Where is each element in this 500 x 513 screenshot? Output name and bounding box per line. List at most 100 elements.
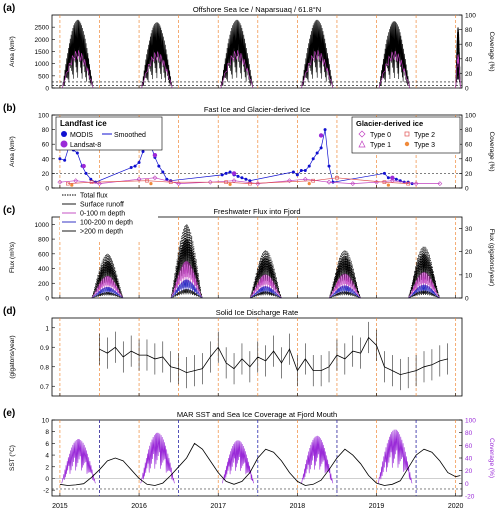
y2-tick-label: 0 — [465, 296, 469, 303]
legend-title: Glacier-derived ice — [356, 119, 423, 128]
y-tick-label: 20 — [42, 171, 50, 178]
modis-point — [157, 164, 161, 168]
modis-point — [382, 171, 386, 175]
y2-tick-label: 60 — [465, 142, 473, 149]
flux-line — [170, 279, 203, 299]
legend-label: Type 3 — [414, 142, 435, 149]
y2-tick-label: 60 — [465, 42, 473, 49]
modis-point — [299, 168, 303, 172]
legend-type3-marker — [404, 141, 410, 147]
type3-point — [149, 182, 153, 186]
y-tick-label: 0.7 — [40, 384, 49, 391]
panel-label: (d) — [3, 306, 16, 317]
flux-line — [249, 257, 282, 299]
legend-label: 0-100 m depth — [80, 211, 125, 218]
y2-tick-label: 100 — [465, 13, 476, 20]
coverage-line — [221, 440, 255, 484]
flux-line — [408, 290, 440, 299]
legend-label: Type 1 — [370, 142, 391, 149]
panel-title: Freshwater Flux into Fjord — [213, 207, 300, 216]
sea-ice-coverage-line — [220, 50, 254, 89]
legend-modis-marker — [61, 131, 67, 137]
plot-frame — [51, 216, 463, 299]
y-axis-label: Area (km²) — [9, 36, 16, 67]
landsat-point — [390, 175, 395, 180]
legend-label: Smoothed — [114, 132, 146, 139]
flux-line — [91, 286, 124, 299]
type0-point — [413, 181, 419, 187]
type2-point — [311, 178, 315, 183]
legend-label: 100-200 m depth — [80, 220, 133, 227]
y-tick-label: 0.8 — [40, 364, 49, 371]
y2-tick-label: 40 — [465, 56, 473, 63]
y-axis-label: SST (°C) — [8, 445, 16, 471]
y2-axis-label: Coverage (%) — [488, 31, 495, 71]
modis-point — [311, 157, 315, 161]
type2-point — [248, 181, 252, 186]
modis-point — [303, 168, 307, 172]
y-tick-label: 0 — [45, 296, 49, 303]
sea-ice-coverage-line — [378, 50, 411, 89]
series-line-type-2 — [67, 177, 409, 184]
flux-line — [91, 261, 124, 299]
flux-line — [328, 250, 361, 299]
modis-point — [137, 160, 141, 164]
y-tick-label: 1500 — [35, 49, 50, 56]
y-tick-label: 1 — [45, 325, 49, 332]
legend-landsat-marker — [60, 140, 68, 148]
discharge-line — [99, 336, 448, 376]
y2-tick-label: 40 — [465, 456, 473, 463]
y-tick-label: 800 — [38, 237, 49, 244]
flux-line — [170, 224, 203, 299]
panel-title: Offshore Sea Ice / Naparsuaq / 61.8°N — [193, 5, 321, 14]
sea-ice-coverage-line — [455, 54, 461, 89]
legend-box-right — [351, 116, 461, 154]
modis-point — [228, 170, 232, 174]
modis-point — [394, 177, 398, 181]
modis-point — [386, 176, 390, 180]
panel-title: Solid Ice Discharge Rate — [216, 308, 299, 317]
type2-point — [224, 180, 228, 184]
landsat-point — [81, 163, 86, 169]
x-tick-label: 2018 — [290, 503, 306, 510]
modis-point — [58, 157, 62, 161]
y-tick-label: 10 — [42, 418, 50, 425]
legend-label: MODIS — [70, 132, 93, 139]
type0-point — [287, 178, 292, 184]
y-tick-label: 100 — [38, 113, 49, 120]
plot-frame — [51, 317, 463, 397]
y-tick-label: 40 — [42, 156, 50, 163]
modis-point — [315, 151, 319, 155]
y-tick-label: 600 — [38, 251, 49, 258]
sea-ice-area-line — [62, 19, 94, 89]
modis-point — [220, 173, 224, 177]
y-axis-label: Flux (m³/s) — [9, 242, 16, 273]
legend-type2-marker — [404, 131, 410, 137]
landsat-point — [231, 171, 237, 176]
flux-line — [408, 284, 440, 299]
type2-point — [335, 175, 339, 180]
flux-line — [170, 239, 203, 299]
flux-line — [407, 246, 441, 299]
type2-point — [66, 181, 70, 186]
y2-tick-label: 40 — [465, 156, 473, 163]
x-tick-label: 2019 — [369, 503, 385, 510]
modis-point — [89, 177, 93, 181]
landsat-point — [318, 133, 324, 138]
y2-tick-label: 20 — [465, 249, 473, 256]
flux-line — [91, 292, 124, 299]
y-tick-label: 2500 — [35, 25, 50, 32]
modis-point — [295, 173, 299, 177]
flux-line — [408, 253, 441, 299]
y-tick-label: 2000 — [35, 37, 50, 44]
y-tick-label: 2 — [45, 464, 49, 471]
y-tick-label: 8 — [45, 429, 49, 436]
y2-tick-label: 100 — [465, 418, 476, 425]
coverage-line — [61, 438, 96, 484]
sst-line — [59, 442, 461, 486]
coverage-line — [140, 432, 175, 484]
y-tick-label: 4 — [45, 453, 49, 460]
y-tick-label: -2 — [43, 488, 49, 495]
coverage-line — [301, 435, 334, 484]
modis-point — [133, 164, 137, 168]
